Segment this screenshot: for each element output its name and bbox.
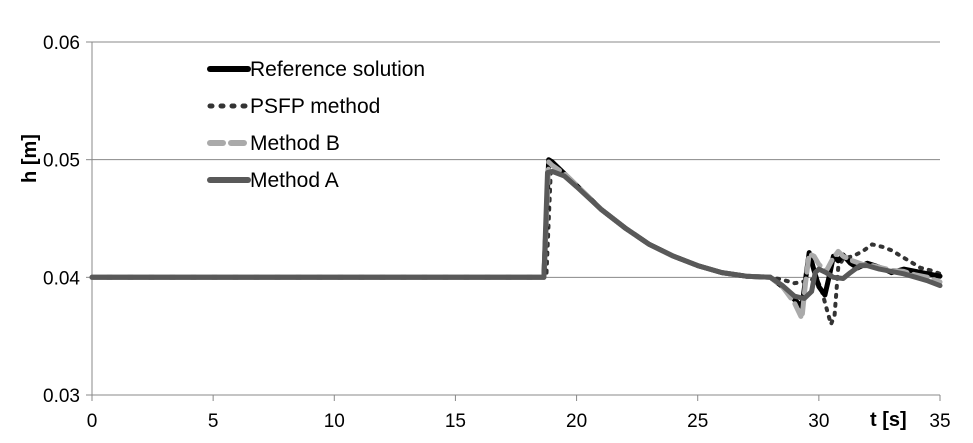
- data-series: [89, 157, 943, 327]
- legend-label: Method B: [250, 132, 340, 155]
- y-tick-label: 0.05: [43, 151, 80, 172]
- x-axis-title: t [s]: [870, 409, 907, 431]
- legend-label: Reference solution: [250, 58, 425, 81]
- legend-label: Method A: [250, 169, 339, 192]
- legend-label: PSFP method: [250, 95, 380, 118]
- x-tick-label: 15: [445, 411, 466, 432]
- x-tick-label: 25: [687, 411, 708, 432]
- x-tick-label: 0: [87, 411, 98, 432]
- x-tick-label: 35: [929, 411, 950, 432]
- y-axis-title: h [m]: [19, 134, 41, 183]
- x-tick-label: 30: [808, 411, 829, 432]
- y-tick-labels: 0.03 0.04 0.05 0.06: [43, 33, 80, 407]
- axes: [86, 41, 941, 401]
- x-tick-label: 20: [566, 411, 587, 432]
- series-line-method-b: [89, 159, 943, 321]
- series-line-psfp-method: [90, 162, 942, 327]
- legend: Reference solution PSFP method Method B Met…: [207, 58, 425, 192]
- series-line-method-a: [89, 168, 943, 301]
- x-tick-labels: 0 5 10 15 20 25 30 35: [87, 411, 951, 432]
- x-tick-label: 5: [208, 411, 219, 432]
- y-tick-label: 0.06: [43, 33, 80, 54]
- x-tick-label: 10: [324, 411, 345, 432]
- gridlines: [92, 41, 940, 278]
- y-tick-label: 0.03: [43, 386, 80, 407]
- y-tick-label: 0.04: [43, 268, 80, 289]
